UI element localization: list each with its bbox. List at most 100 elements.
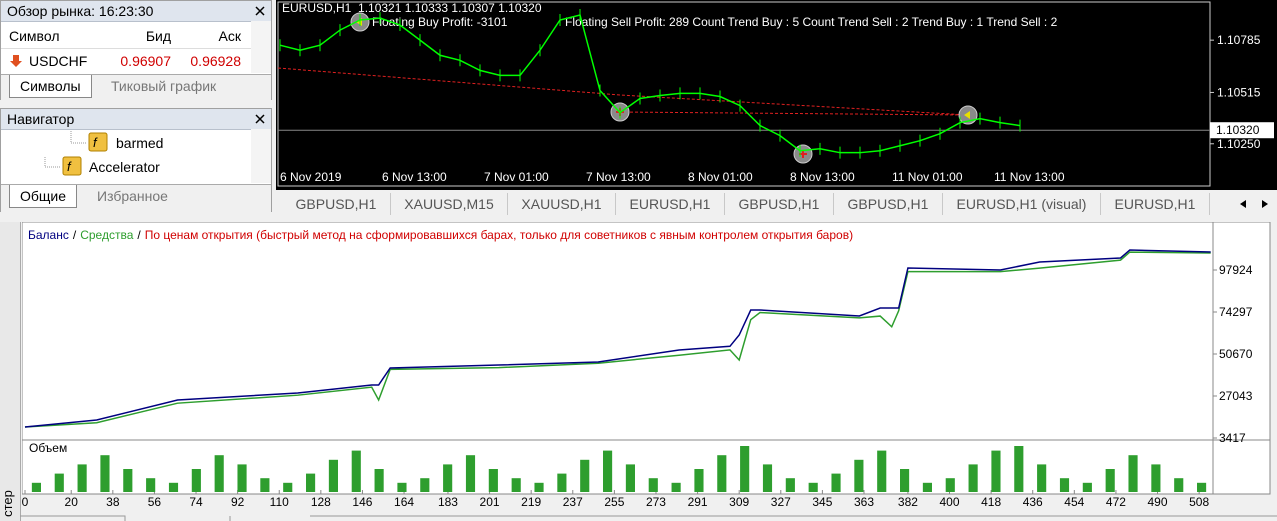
divider <box>1 48 251 49</box>
volume-bar <box>717 455 727 492</box>
chart-tab[interactable]: EURUSD,H1 <box>1101 193 1210 215</box>
tab[interactable]: Тиковый график <box>111 78 217 94</box>
volume-bar <box>1105 469 1115 492</box>
chart-tab[interactable]: GBPUSD,H1 <box>725 193 834 215</box>
market-watch: Обзор рынка: 16:23:30 Символ Бид Аск USD… <box>0 0 272 100</box>
volume-bar <box>808 482 818 492</box>
tab[interactable]: Символы <box>9 75 92 98</box>
x-tick-label: 56 <box>148 495 162 509</box>
x-tick-label: 6 Nov 2019 <box>280 170 342 184</box>
volume-bar <box>1014 446 1024 492</box>
chart-tab[interactable]: GBPUSD,H1 <box>282 193 391 215</box>
x-tick-label: 92 <box>231 495 245 509</box>
scrollbar[interactable] <box>251 129 271 183</box>
svg-text:f: f <box>93 135 98 150</box>
volume-bar <box>306 473 316 492</box>
chart-tab[interactable]: EURUSD,H1 <box>616 193 725 215</box>
volume-bar <box>945 478 955 492</box>
legend-entry: Средства <box>80 228 133 242</box>
x-tick-label: 74 <box>189 495 203 509</box>
x-tick-label: 327 <box>771 495 791 509</box>
volume-bar <box>534 482 544 492</box>
price-line <box>279 14 1021 154</box>
volume-bar <box>260 478 270 492</box>
symbol[interactable]: USDCHF <box>29 53 88 69</box>
volume-bar <box>77 464 87 492</box>
chart-tab[interactable]: GBPUSD,H1 <box>834 193 943 215</box>
tester-chart[interactable]: Баланс / Средства / По ценам открытия (быстр… <box>22 222 1272 512</box>
close-button[interactable] <box>253 112 267 126</box>
chart-tab[interactable]: EURUSD,H1 (visual) <box>943 193 1101 215</box>
volume-bar <box>420 478 430 492</box>
volume-bar <box>1037 464 1047 492</box>
volume-bar <box>671 482 681 492</box>
volume-bar <box>603 450 613 492</box>
x-tick-label: 472 <box>1106 495 1126 509</box>
volume-bar <box>557 473 567 492</box>
x-tick-label: 309 <box>729 495 749 509</box>
x-tick-label: 8 Nov 13:00 <box>790 170 855 184</box>
x-tick-label: 454 <box>1064 495 1084 509</box>
legend-separator: / <box>137 228 141 242</box>
chart-tab[interactable]: XAUUSD,M15 <box>391 193 508 215</box>
x-tick-label: 345 <box>812 495 832 509</box>
y-tick-label: 1.10515 <box>1217 85 1261 99</box>
tree-item[interactable]: barmed <box>116 135 164 151</box>
x-tick-label: 20 <box>65 495 79 509</box>
x-tick-label: 436 <box>1023 495 1043 509</box>
price-chart[interactable]: EURUSD,H1 1.10321 1.10333 1.10307 1.1032… <box>276 0 1277 190</box>
x-tick-label: 418 <box>981 495 1001 509</box>
volume-label: Объем <box>29 441 67 455</box>
side-label[interactable]: стер <box>0 490 15 517</box>
tab-scroll[interactable] <box>1232 196 1272 212</box>
svg-text:f: f <box>67 159 72 174</box>
x-tick-label: 11 Nov 01:00 <box>892 170 963 184</box>
column-header[interactable]: Символ <box>9 28 60 44</box>
subtitle: По ценам открытия (быстрый метод на сфор… <box>145 228 853 242</box>
x-tick-label: 183 <box>438 495 458 509</box>
volume-bar <box>374 469 384 492</box>
current-price-box <box>1210 122 1274 139</box>
x-tick-label: 219 <box>521 495 541 509</box>
x-tick-label: 255 <box>604 495 624 509</box>
y-tick-label: 74297 <box>1219 305 1253 319</box>
x-tick-label: 363 <box>854 495 874 509</box>
x-tick-label: 7 Nov 13:00 <box>586 170 651 184</box>
tree-item[interactable]: Accelerator <box>89 159 160 175</box>
column-header[interactable]: Бид <box>145 28 171 44</box>
x-tick-label: 164 <box>394 495 414 509</box>
x-tick-label: 110 <box>270 495 289 509</box>
y-tick-label: 50670 <box>1219 347 1253 361</box>
x-tick-label: 273 <box>646 495 666 509</box>
tree-lines: ff <box>44 131 108 176</box>
x-tick-label: 490 <box>1148 495 1168 509</box>
volume-bar <box>443 464 453 492</box>
volume-bar <box>740 446 750 492</box>
series-line <box>24 249 1211 428</box>
volume-bar <box>465 455 476 492</box>
volume-bar <box>1059 478 1070 492</box>
volume-bar <box>922 482 932 492</box>
chart-tab[interactable]: XAUUSD,H1 <box>508 193 616 215</box>
volume-bar <box>968 464 978 492</box>
volume-bar <box>100 455 110 492</box>
close-button[interactable] <box>253 4 267 18</box>
y-tick-label: 27043 <box>1219 389 1253 403</box>
legend: Баланс / Средства / По ценам открытия (быстр… <box>28 228 853 242</box>
tab[interactable]: Общие <box>9 185 78 208</box>
column-header[interactable]: Аск <box>218 28 241 44</box>
y-tick-label: 97924 <box>1219 263 1253 277</box>
side-strip <box>0 222 21 521</box>
bid: 0.96907 <box>120 53 171 69</box>
volume-bar <box>625 464 635 492</box>
x-tick-label: 6 Nov 13:00 <box>382 170 447 184</box>
volume-bar <box>146 478 156 492</box>
y-tick-label: 1.10250 <box>1217 137 1261 151</box>
scrollbar[interactable] <box>251 21 271 73</box>
x-tick-label: 146 <box>352 495 372 509</box>
volume-bar <box>191 469 201 492</box>
volume-bar <box>694 469 704 492</box>
x-tick-label: 11 Nov 13:00 <box>994 170 1065 184</box>
tab[interactable]: Избранное <box>97 188 168 204</box>
